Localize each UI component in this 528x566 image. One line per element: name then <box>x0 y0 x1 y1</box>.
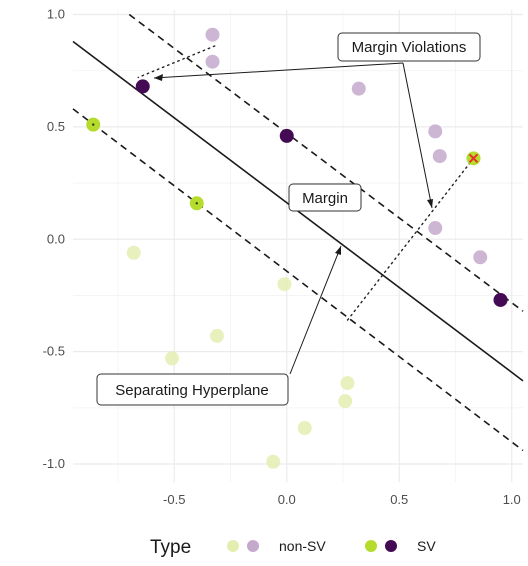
violation-cross-b-20 <box>468 153 479 164</box>
point-green-non-sv-7 <box>126 245 141 260</box>
y-tick-label-4: -1.0 <box>43 456 65 471</box>
sv-center-dot-18 <box>92 123 95 126</box>
point-green-non-sv-8 <box>277 277 292 292</box>
point-purple-sv-17 <box>493 292 508 307</box>
grid <box>73 10 523 482</box>
margin-distance-dotted-line-lower <box>346 157 475 321</box>
hyperplane-arrow <box>289 245 342 375</box>
x-tick-label-0: -0.5 <box>163 492 185 507</box>
point-purple-sv-16 <box>279 128 294 143</box>
violation-arrow-right <box>402 62 433 209</box>
point-purple-sv-15 <box>135 79 150 94</box>
legend-swatch-purple-non-sv <box>247 540 259 552</box>
violation-arrowhead-left <box>154 74 163 81</box>
point-purple-non-sv-2 <box>351 81 366 96</box>
upper-margin-line <box>128 13 524 312</box>
point-purple-non-sv-1 <box>205 54 220 69</box>
legend-swatch-green-sv <box>365 540 377 552</box>
axis-ticks: -0.5 0.0 0.5 1.0 1.0 0.5 0.0 -0.5 -1.0 <box>43 6 521 507</box>
y-tick-label-2: 0.0 <box>47 231 65 246</box>
violation-arrow-left <box>153 62 404 79</box>
point-green-non-sv-14 <box>266 454 281 469</box>
point-purple-non-sv-0 <box>205 27 220 42</box>
legend-swatch-green-non-sv <box>227 540 239 552</box>
legend-title: Type <box>150 537 191 558</box>
annotations: Margin Violations Margin Separating Hype… <box>96 32 481 406</box>
point-green-non-sv-10 <box>165 351 179 366</box>
x-tick-label-3: 1.0 <box>503 492 521 507</box>
y-tick-label-1: 0.5 <box>47 119 65 134</box>
hyperplane-arrowhead <box>335 246 341 255</box>
point-green-non-sv-9 <box>210 328 224 343</box>
separating-hyperplane-label: Separating Hyperplane <box>115 382 268 399</box>
point-purple-non-sv-4 <box>432 149 447 164</box>
x-tick-label-2: 0.5 <box>390 492 408 507</box>
violation-arrowhead-right <box>427 199 433 208</box>
sv-center-dot-19 <box>195 202 198 205</box>
point-purple-non-sv-6 <box>473 250 488 265</box>
point-green-non-sv-11 <box>340 376 355 391</box>
legend: Type non-SV SV <box>150 537 436 558</box>
y-tick-label-0: 1.0 <box>47 6 65 21</box>
lower-margin-line <box>72 108 524 452</box>
point-green-non-sv-13 <box>297 421 312 436</box>
separating-hyperplane-box <box>96 373 289 406</box>
point-purple-non-sv-3 <box>428 124 443 139</box>
point-green-non-sv-12 <box>338 394 353 409</box>
y-tick-label-3: -0.5 <box>43 344 65 359</box>
margin-label: Margin <box>302 190 348 207</box>
legend-swatch-purple-sv <box>385 540 397 552</box>
margin-box <box>288 183 362 212</box>
margin-violations-label: Margin Violations <box>352 39 467 56</box>
x-tick-label-1: 0.0 <box>278 492 296 507</box>
legend-label-non-sv: non-SV <box>279 538 326 554</box>
margin-violations-box <box>337 32 481 62</box>
data-points <box>86 27 508 469</box>
point-purple-non-sv-5 <box>428 221 443 236</box>
legend-label-sv: SV <box>417 538 436 554</box>
